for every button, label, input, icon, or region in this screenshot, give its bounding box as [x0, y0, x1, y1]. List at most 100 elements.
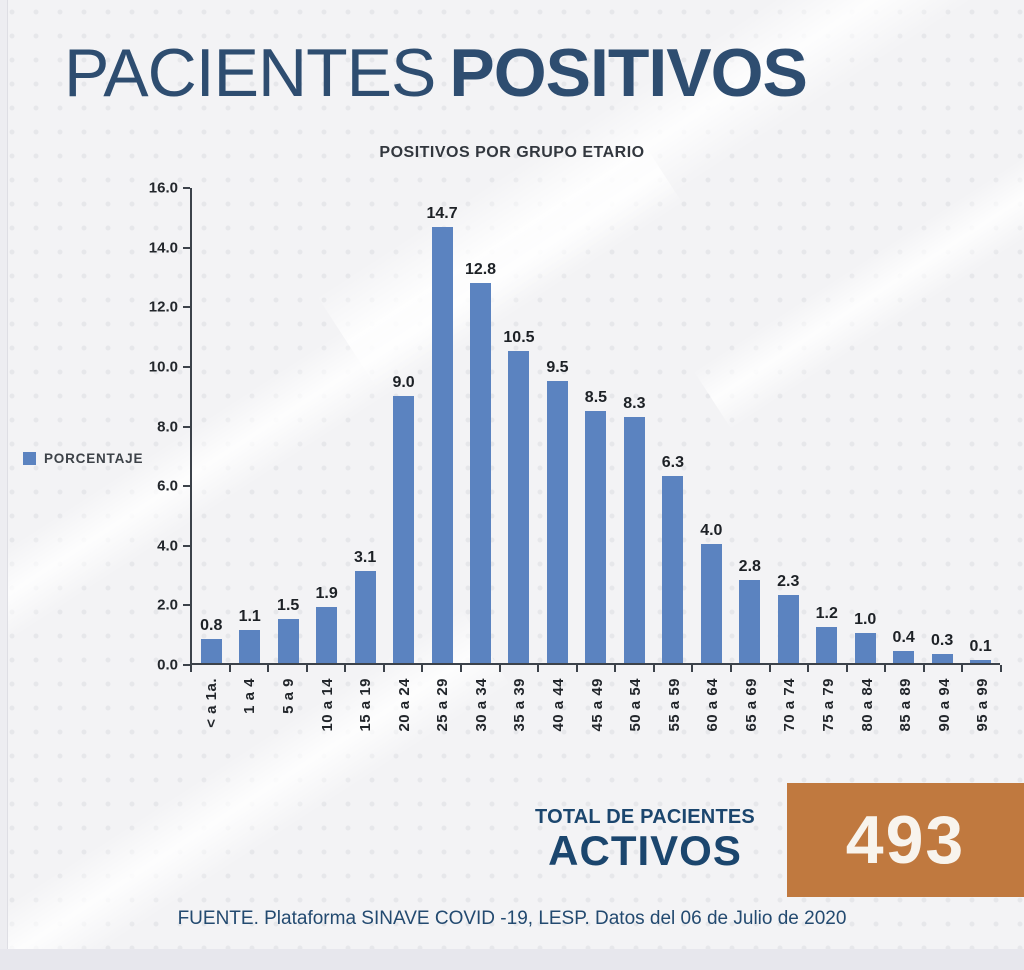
bar-value-label: 14.7: [426, 204, 458, 222]
bar: [431, 226, 453, 663]
x-axis-tick: [768, 665, 771, 672]
x-axis-label: 85 a 89: [897, 678, 915, 732]
x-axis-tick: [652, 665, 655, 672]
page-title-regular: PACIENTES: [64, 35, 436, 111]
x-axis-label-cell: 90 a 94: [925, 678, 964, 732]
bar-column: 0.8: [192, 618, 230, 663]
x-axis-tick: [884, 665, 887, 672]
bar: [777, 594, 799, 663]
page-title: PACIENTES POSITIVOS: [64, 35, 808, 111]
y-axis-tick-label: 4.0: [157, 537, 178, 555]
bar: [816, 627, 838, 663]
x-axis-label: < a 1a.: [202, 678, 220, 728]
bar-column: 9.0: [384, 373, 422, 663]
x-axis-label: 10 a 14: [318, 678, 336, 732]
y-axis-tick-label: 2.0: [157, 596, 178, 614]
y-axis-tick: [183, 425, 190, 428]
chart-title: POSITIVOS POR GRUPO ETARIO: [379, 144, 645, 161]
x-axis-label-cell: 60 a 64: [694, 678, 733, 732]
bar: [893, 651, 915, 663]
bar-value-label: 9.0: [392, 373, 415, 391]
bar-column: 2.3: [769, 572, 807, 663]
bar: [662, 476, 684, 663]
x-axis-label: 30 a 34: [472, 678, 490, 732]
x-axis-label-cell: 50 a 54: [616, 678, 655, 732]
bar-value-label: 2.8: [738, 557, 761, 575]
x-axis-label: 90 a 94: [935, 678, 953, 732]
bar-column: 12.8: [461, 262, 499, 663]
x-axis-label: 25 a 29: [434, 678, 452, 732]
y-axis-tick: [183, 306, 190, 309]
x-axis-label-cell: 55 a 59: [655, 678, 694, 732]
x-axis-label: 1 a 4: [241, 678, 259, 714]
bar-value-label: 1.2: [815, 605, 838, 623]
bar: [970, 660, 992, 663]
bar: [854, 633, 876, 663]
x-axis-tick: [460, 665, 462, 672]
x-axis-label: 55 a 59: [665, 678, 683, 732]
bar-value-label: 0.1: [969, 638, 992, 655]
bottom-band: [0, 949, 1024, 970]
x-axis-label-cell: 25 a 29: [423, 678, 462, 732]
bar-column: 1.5: [269, 597, 307, 663]
x-axis-tick: [1000, 665, 1002, 672]
bar-value-label: 3.1: [353, 549, 377, 566]
bar: [585, 410, 607, 663]
y-axis-tick: [183, 485, 190, 488]
x-axis-label-cell: 95 a 99: [964, 678, 1003, 732]
page-title-bold: POSITIVOS: [449, 35, 808, 111]
bars-container: 0.8 1.1 1.5 1.9 3.1 9.0 14.7 12.8 10.5 9.5 8.5 8.3 6…: [192, 188, 1000, 663]
total-patients-label: TOTAL DE PACIENTES: [535, 806, 755, 828]
bar-value-label: 0.8: [200, 617, 223, 635]
bar-value-label: 12.8: [464, 261, 497, 278]
bar-column: 1.0: [846, 612, 884, 663]
bar-column: 10.5: [500, 330, 538, 663]
x-axis-label-cell: 65 a 69: [732, 678, 771, 732]
left-edge-strip: [0, 0, 8, 970]
x-axis-label: 60 a 64: [704, 678, 722, 732]
y-axis-tick: [183, 365, 190, 368]
bar-value-label: 1.9: [315, 584, 338, 602]
bar: [393, 395, 415, 663]
bar-value-label: 1.0: [854, 611, 877, 629]
bar-value-label: 10.5: [503, 329, 535, 347]
bar: [200, 639, 222, 663]
source-note: FUENTE. Plataforma SINAVE COVID -19, LES…: [177, 908, 847, 929]
bar: [277, 618, 299, 663]
x-axis-label-cell: 20 a 24: [385, 678, 424, 732]
y-axis-tick: [183, 604, 190, 607]
x-axis-labels: < a 1a. 1 a 4 5 a 9 10 a 14 15 a 19 20 a 24 25…: [192, 678, 1002, 778]
x-axis-tick: [382, 665, 385, 672]
bar-value-label: 4.0: [700, 522, 723, 540]
y-axis-tick-label: 16.0: [148, 179, 178, 197]
bar-value-label: 6.3: [661, 454, 684, 471]
bar-value-label: 8.5: [584, 388, 608, 406]
y-axis-line: [190, 188, 192, 665]
bar-value-label: 2.3: [777, 572, 800, 590]
x-axis-tick: [922, 665, 925, 672]
plot-area: 0.8 1.1 1.5 1.9 3.1 9.0 14.7 12.8 10.5 9.5 8.5 8.3 6…: [149, 180, 1002, 674]
x-axis-label: 75 a 79: [820, 678, 838, 732]
x-axis-label: 65 a 69: [742, 678, 760, 732]
x-axis-tick: [267, 665, 270, 672]
bar-column: 1.2: [808, 606, 846, 663]
x-axis-label-cell: 85 a 89: [886, 678, 925, 732]
legend-swatch-icon: [23, 452, 36, 465]
x-axis-tick: [807, 665, 810, 672]
chart-legend: PORCENTAJE: [23, 451, 143, 466]
x-axis-tick: [845, 665, 848, 672]
x-axis-tick: [575, 665, 578, 672]
y-axis-tick-label: 10.0: [148, 358, 178, 376]
bar: [623, 416, 645, 663]
bar-column: 1.1: [230, 609, 268, 663]
bar: [931, 654, 953, 663]
bar-column: 8.5: [577, 388, 615, 663]
x-axis-tick: [421, 665, 424, 672]
x-axis-label: 70 a 74: [781, 678, 799, 732]
x-axis-tick: [961, 665, 964, 672]
y-axis-tick: [183, 664, 190, 666]
total-value-box: 493: [787, 783, 1024, 897]
x-axis-label: 20 a 24: [395, 678, 413, 732]
bar: [739, 579, 761, 663]
